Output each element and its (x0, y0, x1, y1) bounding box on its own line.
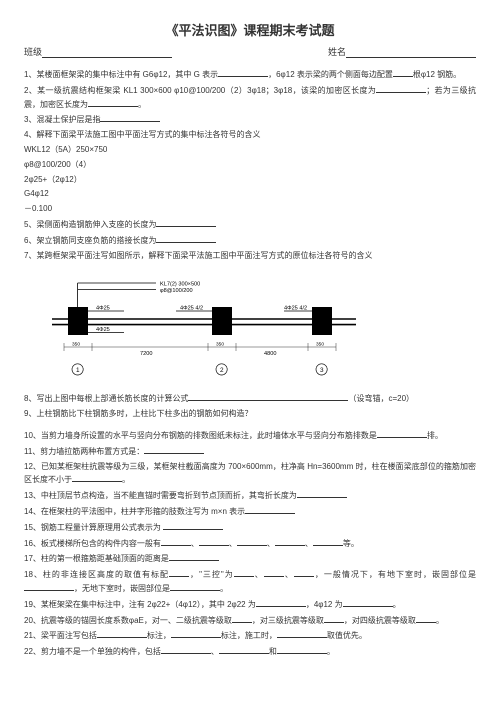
q17: 17、柱的第一根箍筋距基础顶面的距离是 (24, 552, 476, 566)
beam-diagram: KL7(2) 300×500 φ8@100/200 4Φ25 4Φ25 4Φ25… (44, 272, 364, 382)
kl-label: KL7(2) 300×500 (160, 282, 200, 288)
q12: 12、已知某框架柱抗震等级为三级，某框架柱截面高度为 700×600mm，柱净高… (24, 461, 476, 488)
q20: 20、抗震等级的锚固长度系数φaE，对一、二级抗震等级取，对三级抗震等级取，对四… (24, 614, 476, 628)
steel3: 4Φ25 4/2 (284, 306, 307, 312)
q18: 18、柱的非连接区高度的取值有标配，"三控"为、、，一般情况下，有地下室时，嵌固… (24, 568, 476, 596)
q4-l4: G4φ12 (24, 188, 476, 201)
q4-l5: －0.100 (24, 203, 476, 216)
q21: 21、梁平面注写包括标注，标注，施工时，取值优先。 (24, 629, 476, 643)
dim7200: 7200 (140, 351, 152, 357)
class-label: 班级 (24, 45, 42, 58)
node1: 1 (76, 367, 80, 374)
dim350a: 350 (72, 342, 80, 348)
node3: 3 (320, 367, 324, 374)
name-label: 姓名 (328, 45, 346, 58)
dim4800: 4800 (264, 351, 276, 357)
q13: 13、中柱顶层节点构造，当不能直锚时需要弯折到节点顶而折，其弯折长度为 (24, 489, 476, 503)
node2: 2 (220, 367, 224, 374)
q7: 7、某跨框架梁平面注写如图所示，解释下面梁平法施工图中平面注写方式的原位标注各符… (24, 250, 476, 263)
q14: 14、在框架柱的平法图中，柱并字形箍的肢数注写为 m×n 表示 (24, 505, 476, 519)
q9: 9、上柱钢筋比下柱钢筋多时，上柱比下柱多出的钢筋如何构造？ (24, 408, 476, 421)
q6: 6、架立钢筋同支座负筋的搭接长度为 (24, 234, 476, 248)
dim350b: 350 (216, 342, 224, 348)
stirrup-label: φ8@100/200 (160, 288, 193, 294)
q8: 8、写出上图中每根上部通长筋长度的计算公式（设弯锚，c=20） (24, 392, 476, 406)
q2: 2、某一级抗震结构框架梁 KL1 300×600 φ10@100/200（2）3… (24, 84, 476, 112)
steel1b: 4Φ25 (96, 327, 110, 333)
q11: 11、剪力墙拉筋两种布置方式是： (24, 445, 476, 459)
steel1a: 4Φ25 (96, 306, 110, 312)
q4-l2: φ8@100/200（4） (24, 159, 476, 172)
dim350c: 350 (316, 342, 324, 348)
q19: 19、某框架梁在集中标注中，注有 2φ22+（4φ12），其中 2φ22 为，4… (24, 598, 476, 612)
steel2: 4Φ25 4/2 (180, 306, 203, 312)
q16: 16、板式楼梯所包含的构件内容一般有、、、、等。 (24, 537, 476, 551)
q3: 3、混凝土保护层是指 (24, 113, 476, 127)
q5: 5、梁侧面构造钢筋伸入支座的长度为 (24, 218, 476, 232)
q15: 15、钢筋工程量计算原理用公式表示为 (24, 521, 476, 535)
page-title: 《平法识图》课程期末考试题 (24, 20, 476, 39)
header-row: 班级 姓名 (24, 45, 476, 58)
q10: 10、当剪力墙身所设置的水平与竖向分布钢筋的排数图纸未标注，此时墙体水平与竖向分… (24, 429, 476, 443)
q4: 4、解释下面梁平法施工图中平面注写方式的集中标注各符号的含义 (24, 129, 476, 142)
q4-l3: 2φ25+（2φ12） (24, 174, 476, 187)
q1: 1、某楼面框架梁的集中标注中有 G6φ12，其中 G 表示，6φ12 表示梁的两… (24, 68, 476, 82)
q4-l1: WKL12（5A）250×750 (24, 144, 476, 157)
q22: 22、剪力墙不是一个单独的构件，包括、和。 (24, 645, 476, 659)
